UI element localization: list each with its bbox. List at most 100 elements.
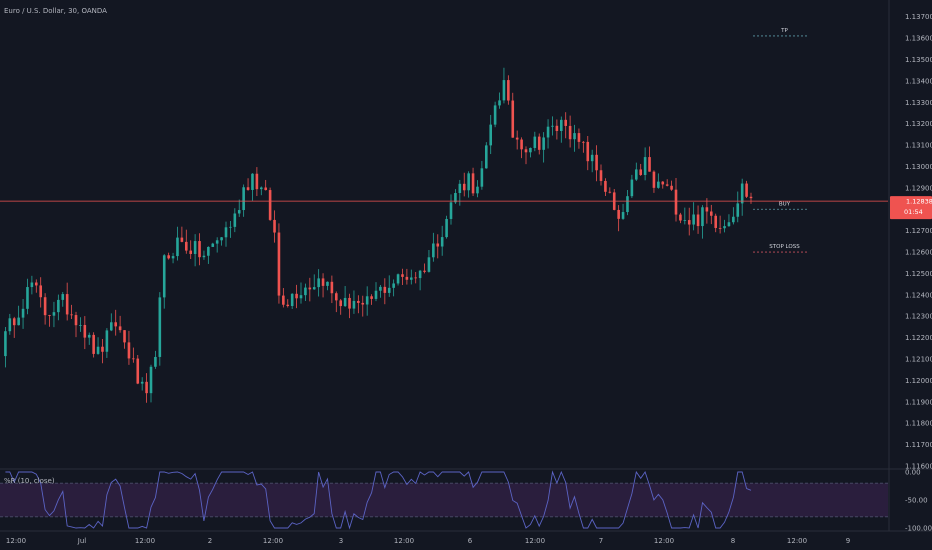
candle (70, 304, 73, 320)
candle (401, 268, 404, 285)
candle (709, 204, 713, 225)
candle-body (696, 214, 700, 227)
candle (171, 252, 175, 264)
candle (445, 215, 448, 239)
candle (471, 167, 475, 196)
candle (251, 173, 254, 201)
candle (590, 149, 594, 173)
candle (749, 192, 753, 204)
candle-body (277, 232, 281, 296)
indicator-tick-label: -50.00 (905, 497, 928, 505)
candle (242, 184, 245, 217)
candle-body (43, 297, 47, 316)
candle (674, 178, 678, 222)
candle-body (237, 210, 241, 214)
main-pane[interactable]: Euro / U.S. Dollar, 30, OANDA (0, 0, 932, 532)
candle-body (590, 154, 594, 162)
position-marker[interactable]: TP (753, 28, 808, 37)
position-marker[interactable]: STOP LOSS (753, 244, 808, 253)
price-tick-label: 1.11600 (905, 463, 932, 471)
candle-body (317, 278, 320, 288)
candle-body (149, 366, 153, 394)
candle-body (427, 257, 431, 272)
chart-overlay: TP BUY STOP LOSS (753, 28, 808, 253)
time-axis[interactable]: 12:00 Jul 12:00 2 12:00 3 12:00 6 12:00 7 12:00 8 12… (6, 537, 850, 545)
candle-body (374, 290, 378, 299)
price-tick-label: 1.11800 (905, 420, 932, 428)
candle-body (511, 100, 515, 138)
candle (246, 178, 250, 191)
candle (145, 373, 148, 403)
candle (176, 226, 179, 261)
candle-body (74, 315, 78, 326)
candle-body (114, 322, 118, 327)
candle-body (52, 312, 56, 316)
candle-body (709, 211, 713, 216)
candle (8, 313, 12, 335)
candle-body (290, 293, 294, 307)
williams-r-pane[interactable]: %R (10, close) (0, 470, 888, 530)
candle (718, 215, 722, 234)
candle (692, 202, 695, 231)
candle-body (259, 187, 263, 190)
candle-body (105, 330, 109, 352)
candle (643, 147, 647, 181)
candle-body (665, 184, 669, 186)
candle-body (65, 294, 69, 315)
candle-body (727, 222, 731, 227)
candle-body (83, 325, 87, 338)
candle-body (295, 293, 298, 299)
candle (696, 205, 700, 234)
candle (723, 219, 726, 233)
candle-body (387, 287, 391, 293)
price-tick-label: 1.11900 (905, 398, 932, 406)
candle (484, 142, 488, 169)
candle (105, 328, 109, 358)
candle-body (118, 326, 122, 331)
candle-body (211, 243, 215, 247)
candle (180, 226, 184, 243)
price-tick-label: 1.12300 (905, 313, 932, 321)
candle-body (273, 219, 276, 233)
candle (202, 250, 206, 260)
candle (87, 332, 91, 345)
candle-body (48, 315, 51, 316)
candle (26, 278, 29, 315)
candle-body (12, 318, 16, 326)
price-tick-label: 1.13000 (905, 163, 932, 171)
candle (299, 282, 303, 304)
price-axis[interactable]: 1.13700 1.13600 1.13500 1.13400 1.13300 1.132… (890, 13, 932, 533)
candle (551, 116, 554, 136)
candle-body (515, 137, 519, 140)
candle-body (573, 133, 576, 140)
candle (679, 212, 682, 224)
candle (533, 131, 537, 152)
candle (184, 229, 188, 254)
candle (348, 293, 351, 319)
candle-body (96, 346, 100, 354)
candle (65, 282, 69, 321)
candle-body (401, 274, 404, 277)
candle-body (140, 381, 144, 384)
candle (559, 116, 563, 143)
candle (599, 164, 603, 186)
candle (211, 242, 215, 248)
candle-body (679, 214, 682, 221)
candle-body (621, 212, 625, 219)
candle (162, 254, 166, 309)
candle (343, 286, 347, 307)
candle-body (705, 207, 709, 212)
last-price-badge[interactable]: 1.12838 01:54 (890, 196, 932, 220)
position-marker[interactable]: BUY (753, 201, 808, 210)
price-tick-label: 1.12100 (905, 356, 932, 364)
candle (621, 203, 625, 220)
time-tick-label: 12:00 (787, 537, 807, 545)
candle (414, 271, 418, 284)
candle (665, 179, 669, 187)
candle (701, 205, 704, 239)
candle-body (732, 216, 735, 223)
candle (405, 268, 409, 285)
